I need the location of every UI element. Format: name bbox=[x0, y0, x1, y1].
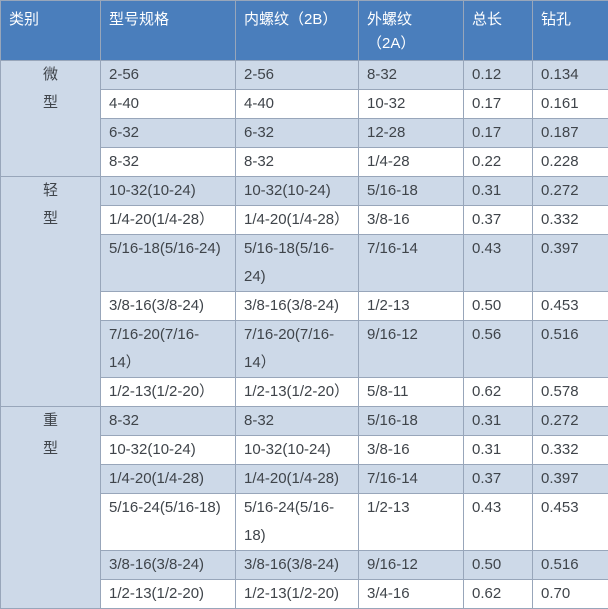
category-cell: 轻 型 bbox=[1, 177, 101, 407]
table-cell: 0.62 bbox=[464, 378, 533, 407]
table-cell: 0.453 bbox=[533, 292, 608, 321]
table-cell: 9/16-12 bbox=[359, 321, 464, 378]
table-cell: 0.578 bbox=[533, 378, 608, 407]
table-cell: 0.187 bbox=[533, 119, 608, 148]
table-cell: 7/16-20(7/16- 14） bbox=[101, 321, 236, 378]
table-cell: 0.22 bbox=[464, 148, 533, 177]
table-cell: 5/16-24(5/16-18) bbox=[101, 494, 236, 551]
table-cell: 0.31 bbox=[464, 407, 533, 436]
table-cell: 1/4-28 bbox=[359, 148, 464, 177]
table-cell: 7/16-14 bbox=[359, 465, 464, 494]
table-cell: 10-32(10-24) bbox=[101, 436, 236, 465]
table-cell: 0.397 bbox=[533, 465, 608, 494]
table-cell: 8-32 bbox=[101, 407, 236, 436]
table-cell: 10-32 bbox=[359, 90, 464, 119]
table-cell: 0.56 bbox=[464, 321, 533, 378]
table-cell: 8-32 bbox=[359, 61, 464, 90]
table-cell: 12-28 bbox=[359, 119, 464, 148]
table-cell: 5/8-11 bbox=[359, 378, 464, 407]
table-cell: 1/4-20(1/4-28） bbox=[236, 206, 359, 235]
table-cell: 0.31 bbox=[464, 436, 533, 465]
table-cell: 8-32 bbox=[101, 148, 236, 177]
table-cell: 5/16-18(5/16- 24) bbox=[236, 235, 359, 292]
table-cell: 3/8-16(3/8-24) bbox=[236, 292, 359, 321]
table-cell: 0.228 bbox=[533, 148, 608, 177]
table-cell: 0.50 bbox=[464, 292, 533, 321]
table-cell: 6-32 bbox=[101, 119, 236, 148]
column-header-category: 类别 bbox=[1, 1, 101, 61]
table-cell: 0.12 bbox=[464, 61, 533, 90]
table-cell: 0.43 bbox=[464, 235, 533, 292]
table-cell: 1/4-20(1/4-28) bbox=[101, 465, 236, 494]
table-cell: 5/16-18(5/16-24) bbox=[101, 235, 236, 292]
table-cell: 0.332 bbox=[533, 206, 608, 235]
column-header-external-thread: 外螺纹 （2A） bbox=[359, 1, 464, 61]
category-cell: 重 型 bbox=[1, 407, 101, 609]
table-cell: 2-56 bbox=[101, 61, 236, 90]
table-cell: 1/2-13(1/2-20) bbox=[236, 580, 359, 609]
table-cell: 5/16-18 bbox=[359, 407, 464, 436]
table-cell: 0.70 bbox=[533, 580, 608, 609]
table-cell: 4-40 bbox=[236, 90, 359, 119]
table-cell: 1/2-13(1/2-20） bbox=[236, 378, 359, 407]
column-header-internal-thread: 内螺纹（2B） bbox=[236, 1, 359, 61]
table-cell: 0.332 bbox=[533, 436, 608, 465]
table-cell: 0.272 bbox=[533, 177, 608, 206]
table-cell: 3/8-16 bbox=[359, 436, 464, 465]
table-cell: 0.453 bbox=[533, 494, 608, 551]
column-header-total-length: 总长 bbox=[464, 1, 533, 61]
table-cell: 3/8-16 bbox=[359, 206, 464, 235]
table-cell: 0.50 bbox=[464, 551, 533, 580]
table-cell: 1/2-13 bbox=[359, 292, 464, 321]
table-cell: 0.37 bbox=[464, 465, 533, 494]
table-cell: 0.516 bbox=[533, 321, 608, 378]
table-cell: 0.397 bbox=[533, 235, 608, 292]
table-cell: 1/2-13 bbox=[359, 494, 464, 551]
table-cell: 5/16-24(5/16- 18) bbox=[236, 494, 359, 551]
table-cell: 7/16-14 bbox=[359, 235, 464, 292]
table-cell: 1/4-20(1/4-28） bbox=[101, 206, 236, 235]
table-cell: 9/16-12 bbox=[359, 551, 464, 580]
table-cell: 0.17 bbox=[464, 119, 533, 148]
table-cell: 0.43 bbox=[464, 494, 533, 551]
table-cell: 6-32 bbox=[236, 119, 359, 148]
table-cell: 1/4-20(1/4-28) bbox=[236, 465, 359, 494]
table-cell: 0.272 bbox=[533, 407, 608, 436]
table-cell: 3/8-16(3/8-24) bbox=[236, 551, 359, 580]
category-cell: 微 型 bbox=[1, 61, 101, 177]
table-cell: 0.17 bbox=[464, 90, 533, 119]
table-cell: 10-32(10-24) bbox=[236, 177, 359, 206]
table-cell: 0.516 bbox=[533, 551, 608, 580]
table-cell: 8-32 bbox=[236, 407, 359, 436]
table-cell: 7/16-20(7/16- 14） bbox=[236, 321, 359, 378]
table-cell: 10-32(10-24) bbox=[101, 177, 236, 206]
table-cell: 5/16-18 bbox=[359, 177, 464, 206]
table-cell: 1/2-13(1/2-20) bbox=[101, 580, 236, 609]
table-cell: 8-32 bbox=[236, 148, 359, 177]
table-cell: 1/2-13(1/2-20） bbox=[101, 378, 236, 407]
table-cell: 0.62 bbox=[464, 580, 533, 609]
table-cell: 0.161 bbox=[533, 90, 608, 119]
table-cell: 0.37 bbox=[464, 206, 533, 235]
table-cell: 4-40 bbox=[101, 90, 236, 119]
table-header-row: 类别 型号规格 内螺纹（2B） 外螺纹 （2A） 总长 钻孔 bbox=[1, 1, 608, 61]
table-cell: 3/8-16(3/8-24) bbox=[101, 551, 236, 580]
table-cell: 0.134 bbox=[533, 61, 608, 90]
table-cell: 0.31 bbox=[464, 177, 533, 206]
table-cell: 3/8-16(3/8-24) bbox=[101, 292, 236, 321]
table-cell: 10-32(10-24) bbox=[236, 436, 359, 465]
table-cell: 2-56 bbox=[236, 61, 359, 90]
column-header-model-spec: 型号规格 bbox=[101, 1, 236, 61]
column-header-drill-hole: 钻孔 bbox=[533, 1, 608, 61]
table-cell: 3/4-16 bbox=[359, 580, 464, 609]
